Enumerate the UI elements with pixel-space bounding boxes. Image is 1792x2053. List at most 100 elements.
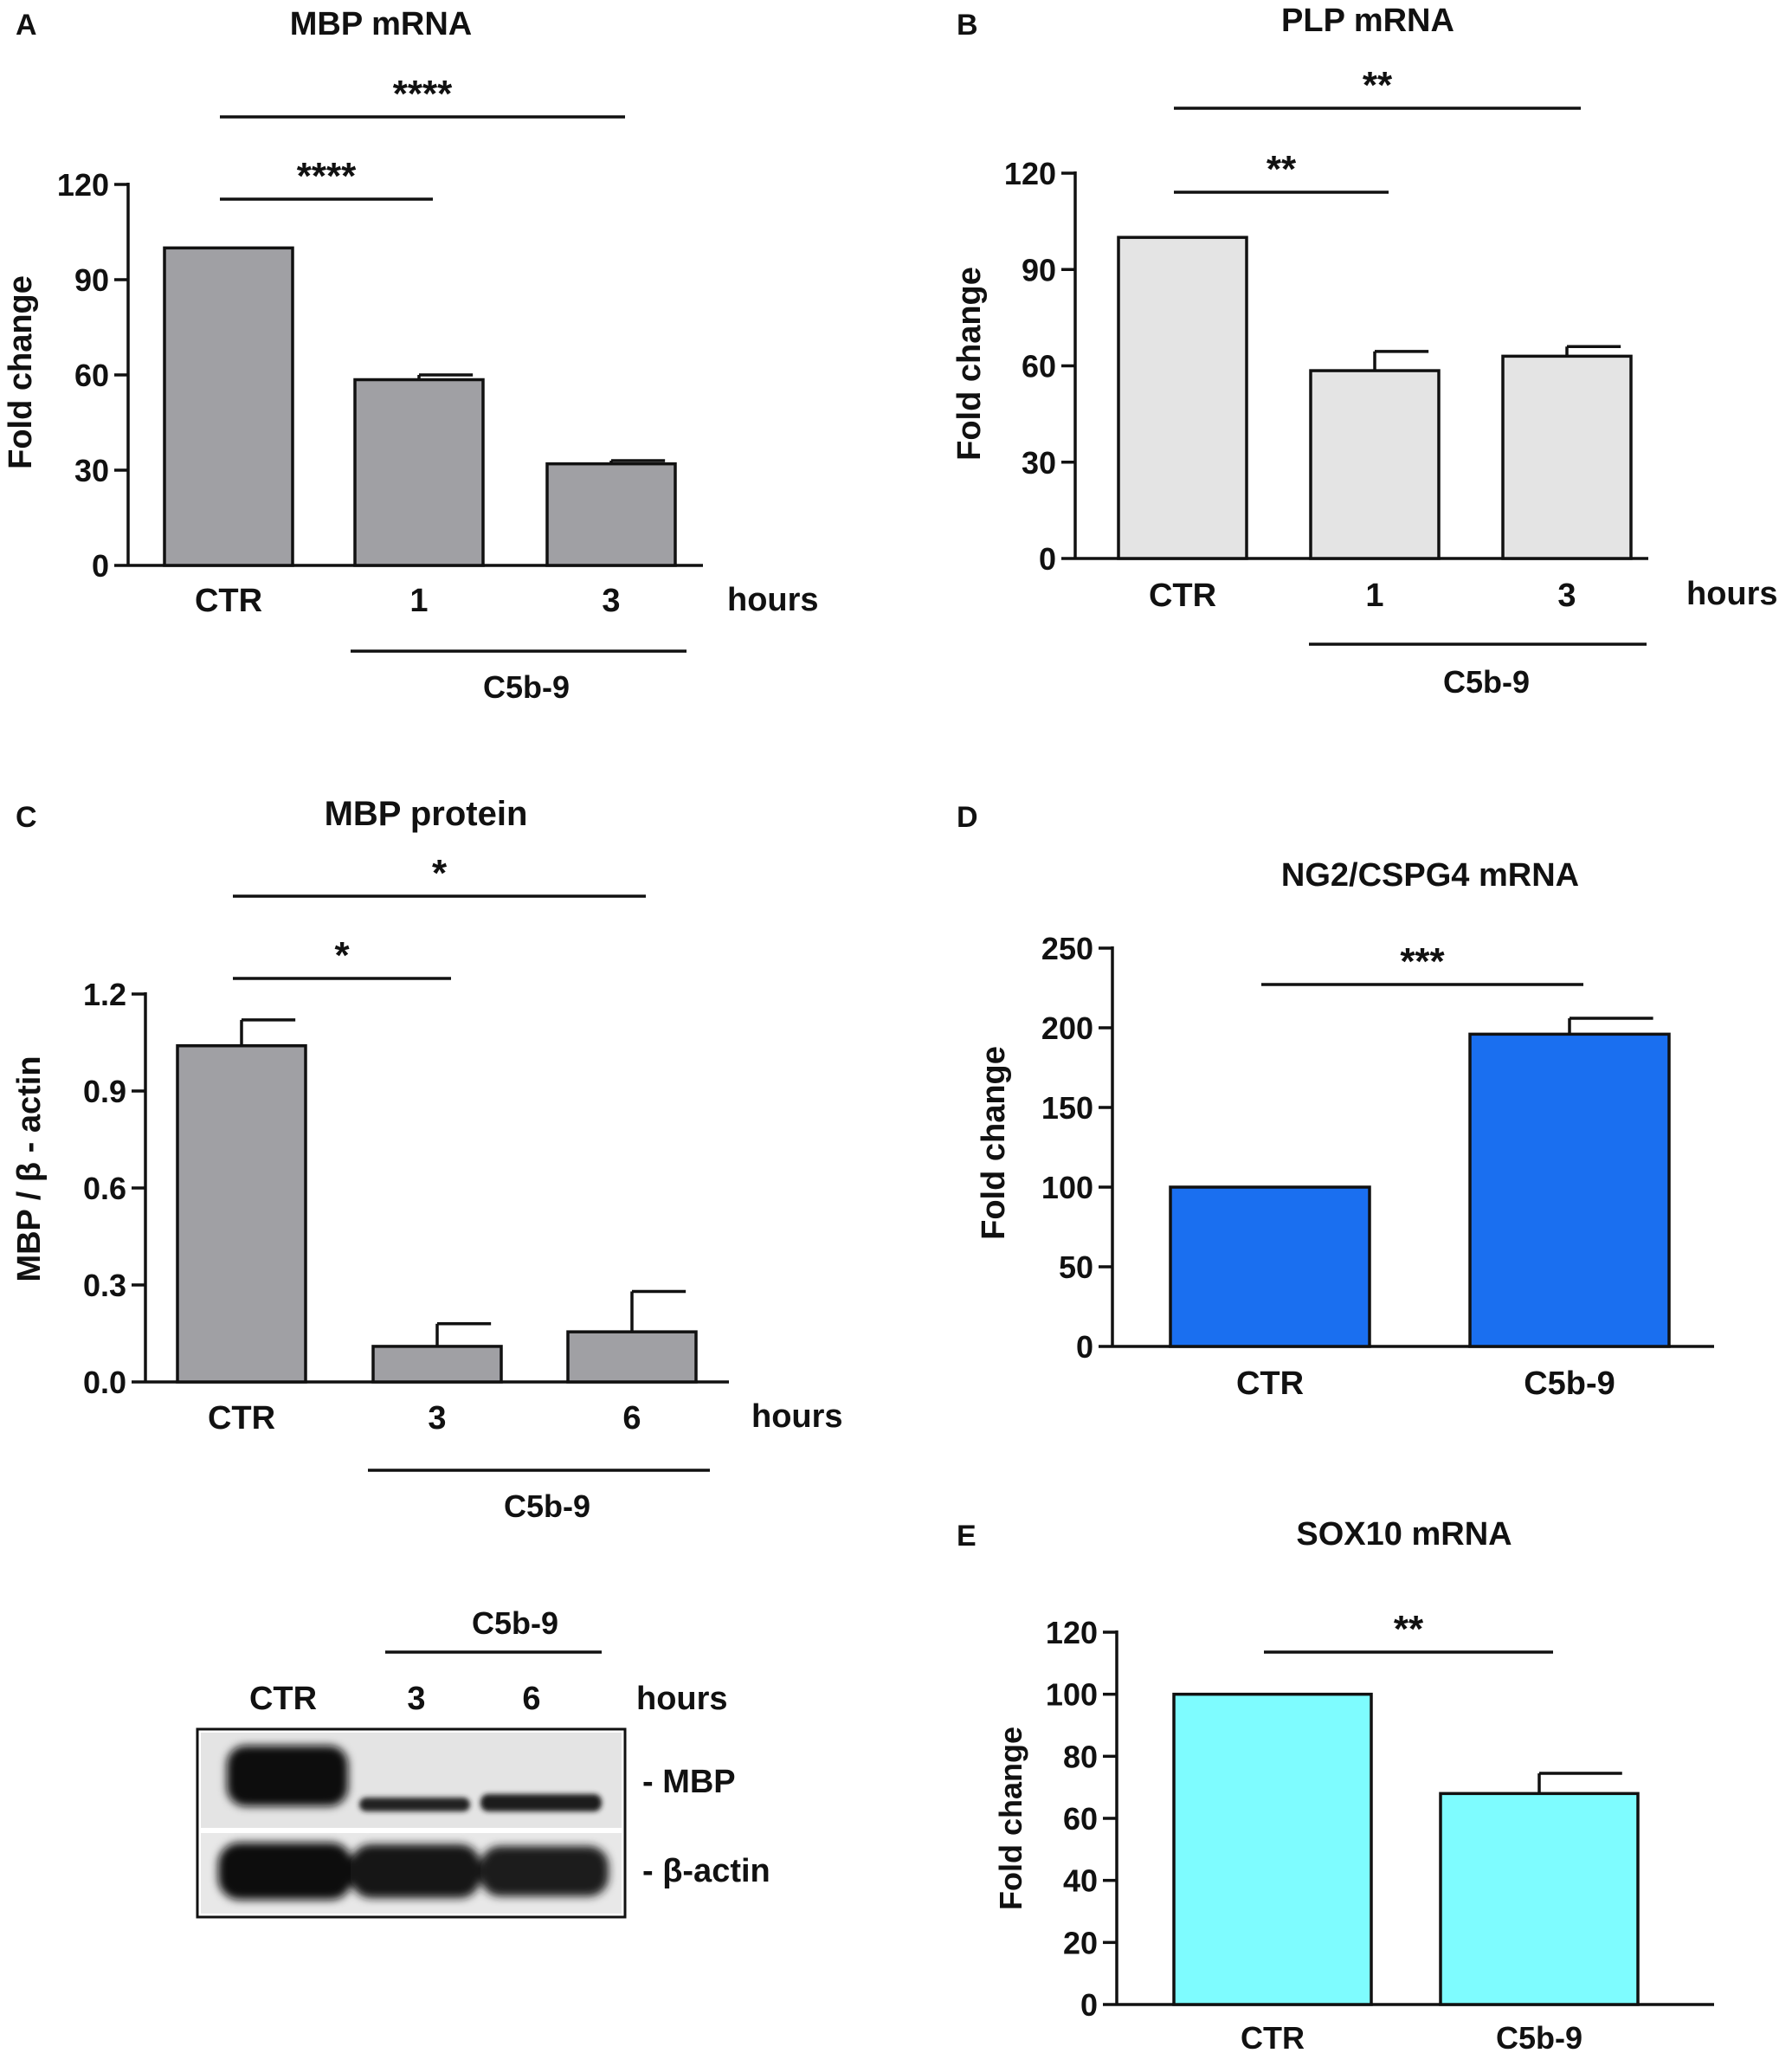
y-tick-label: 80 — [1063, 1739, 1098, 1774]
y-tick-label: 0.6 — [83, 1171, 126, 1206]
y-tick-label: 100 — [1041, 1170, 1093, 1205]
plot-area: 0 20 40 60 80 100 120 CTR C5b-9 ** — [1046, 1608, 1714, 2053]
bar-ctr — [1169, 1185, 1371, 1348]
y-tick-label: 200 — [1041, 1010, 1093, 1046]
significance-label: *** — [1400, 940, 1445, 983]
blot-band-label-actin: - β-actin — [642, 1853, 770, 1889]
y-axis-label: Fold change — [993, 1727, 1028, 1910]
significance-label: ** — [1363, 64, 1393, 107]
y-tick-label: 250 — [1041, 931, 1093, 966]
x-category-label: C5b-9 — [1496, 2020, 1583, 2053]
panel-label: B — [957, 9, 978, 42]
x-axis-unit-label: hours — [751, 1398, 843, 1435]
panel-label: A — [16, 9, 37, 42]
panel-label: C — [16, 801, 37, 834]
bar-3 — [1501, 354, 1633, 560]
mbp-band-6h — [480, 1794, 602, 1811]
bar-1 — [353, 378, 485, 567]
y-tick-label: 0 — [1039, 541, 1056, 577]
bar-6 — [566, 1330, 698, 1384]
y-axis-label: Fold change — [976, 1046, 1012, 1240]
blot-lane-label: 6 — [522, 1681, 540, 1717]
y-tick-label: 0 — [1080, 1987, 1098, 2023]
y-axis-label: Fold change — [951, 267, 988, 461]
panel-label: D — [957, 801, 978, 834]
y-tick-label: 0 — [1076, 1329, 1093, 1365]
plot-area: 0 30 60 90 120 CTR 1 3 **** **** — [57, 73, 703, 619]
chart-title: MBP protein — [325, 795, 528, 833]
x-category-label: CTR — [1149, 578, 1216, 614]
y-tick-label: 100 — [1046, 1677, 1098, 1713]
y-tick-label: 40 — [1063, 1863, 1098, 1899]
y-tick-label: 0.3 — [83, 1268, 126, 1303]
plot-area: 0.0 0.3 0.6 0.9 1.2 CTR 3 6 * * — [83, 852, 729, 1436]
y-tick-label: 20 — [1063, 1925, 1098, 1960]
x-category-label: CTR — [1241, 2020, 1305, 2053]
panel-label: E — [957, 1520, 977, 1553]
x-category-label: CTR — [1236, 1365, 1304, 1402]
x-category-label: CTR — [195, 583, 262, 619]
panel-c: C MBP protein MBP / β - actin hours C5b-… — [11, 795, 843, 1524]
bar-3 — [371, 1345, 503, 1384]
panel-d: D NG2/CSPG4 mRNA Fold change 0 50 100 150 20… — [957, 801, 1714, 1402]
bar-ctr — [176, 1043, 307, 1384]
bar-1 — [1309, 369, 1441, 560]
y-tick-label: 120 — [1004, 156, 1056, 191]
x-category-label: 3 — [428, 1400, 446, 1436]
blot-lane-label: CTR — [249, 1681, 317, 1717]
group-label: C5b-9 — [1443, 664, 1530, 700]
y-tick-label: 0.9 — [83, 1074, 126, 1109]
blot-lane-label: 3 — [407, 1681, 425, 1717]
actin-band-3h — [351, 1844, 480, 1898]
y-tick-label: 30 — [74, 453, 109, 488]
x-axis-unit-label: hours — [1686, 576, 1778, 612]
y-axis-label: Fold change — [3, 275, 39, 469]
plot-area: 0 50 100 150 200 250 CTR C5b-9 *** — [1041, 931, 1714, 1402]
bar-ctr — [1117, 236, 1248, 560]
y-axis-label: MBP / β - actin — [11, 1056, 48, 1282]
blot-band-label-mbp: - MBP — [642, 1764, 736, 1800]
y-tick-label: 90 — [74, 262, 109, 298]
y-tick-label: 30 — [1022, 445, 1056, 481]
panel-b: B PLP mRNA Fold change hours C5b-9 0 30 60… — [951, 3, 1778, 700]
significance-label: * — [334, 934, 350, 977]
x-category-label: C5b-9 — [1524, 1365, 1615, 1402]
panel-e: E SOX10 mRNA Fold change 0 20 40 60 80 100 120… — [957, 1516, 1714, 2053]
significance-label: ** — [1267, 148, 1297, 190]
y-tick-label: 90 — [1022, 252, 1056, 287]
panel-a: A MBP mRNA Fold change hours C5b-9 0 30 60… — [3, 6, 819, 705]
significance-label: **** — [393, 73, 453, 115]
x-category-label: 1 — [1365, 578, 1383, 614]
blot-hours-label: hours — [636, 1681, 728, 1717]
y-tick-label: 0 — [92, 548, 109, 584]
x-category-label: 6 — [622, 1400, 641, 1436]
x-category-label: 3 — [602, 583, 620, 619]
y-tick-label: 150 — [1041, 1090, 1093, 1126]
y-tick-label: 60 — [1022, 349, 1056, 384]
significance-label: **** — [297, 155, 357, 197]
x-category-label: 1 — [409, 583, 428, 619]
bar-ctr — [163, 246, 294, 567]
bar-c5b-9 — [1468, 1032, 1671, 1348]
mbp-band-3h — [359, 1798, 470, 1811]
actin-band-6h — [480, 1846, 609, 1896]
group-label: C5b-9 — [504, 1488, 590, 1524]
x-category-label: CTR — [208, 1400, 275, 1436]
blot-group-label: C5b-9 — [472, 1605, 558, 1641]
y-tick-label: 120 — [57, 167, 109, 203]
plot-area: 0 30 60 90 120 CTR 1 3 ** ** — [1004, 64, 1648, 614]
group-label: C5b-9 — [483, 669, 570, 705]
y-tick-label: 120 — [1046, 1615, 1098, 1650]
significance-label: ** — [1394, 1608, 1424, 1650]
y-tick-label: 50 — [1059, 1249, 1093, 1285]
chart-title: PLP mRNA — [1281, 3, 1454, 39]
y-tick-label: 60 — [74, 358, 109, 393]
actin-band-ctr — [218, 1843, 352, 1900]
y-tick-label: 1.2 — [83, 977, 126, 1012]
western-blot: C5b-9 CTR 3 6 hours - MBP - β-actin — [196, 1605, 770, 1919]
bar-c5b-9 — [1439, 1792, 1640, 2006]
x-axis-unit-label: hours — [727, 582, 819, 618]
chart-title: SOX10 mRNA — [1296, 1516, 1512, 1553]
mbp-band-ctr — [227, 1746, 348, 1806]
